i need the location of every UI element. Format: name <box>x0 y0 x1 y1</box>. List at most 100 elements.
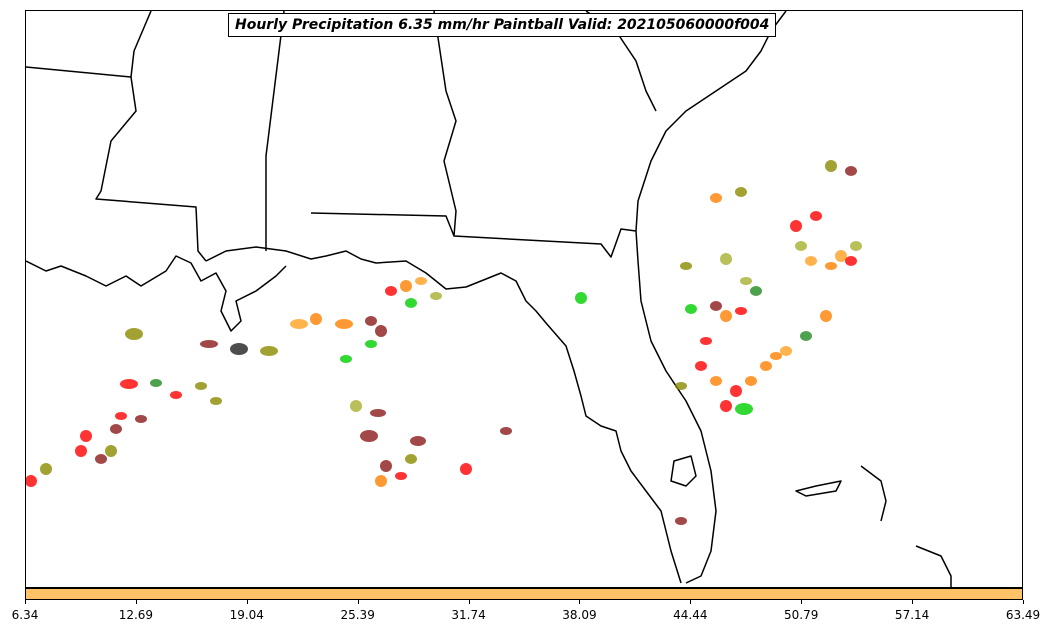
precip-blob <box>760 361 772 371</box>
precip-blob <box>350 400 362 412</box>
precip-blob <box>460 463 472 475</box>
map-frame <box>25 10 1023 588</box>
precip-blob <box>365 316 377 326</box>
colorbar-tick-label: 44.44 <box>673 608 708 622</box>
precip-blob <box>810 211 822 221</box>
precip-blob <box>230 343 248 355</box>
precip-blob <box>260 346 278 356</box>
precip-blob <box>820 310 832 322</box>
precip-blob <box>845 256 857 266</box>
precip-blob <box>135 415 147 423</box>
precip-blob <box>710 301 722 311</box>
precip-blob <box>150 379 162 387</box>
precip-blob <box>375 475 387 487</box>
colorbar-tick-label: 50.79 <box>784 608 819 622</box>
colorbar-tick-mark <box>801 600 803 604</box>
precip-blob <box>170 391 182 399</box>
colorbar-tick-label: 6.34 <box>11 608 39 622</box>
precip-blob <box>710 376 722 386</box>
precip-blob <box>735 307 747 315</box>
precip-blob <box>695 361 707 371</box>
precip-blob <box>125 328 143 340</box>
precip-blob <box>750 286 762 296</box>
precip-blob <box>805 256 817 266</box>
mississippi-river <box>130 11 152 78</box>
precip-blob <box>790 220 802 232</box>
precip-blob <box>500 427 512 435</box>
atlantic-coast <box>635 11 787 232</box>
bahamas <box>795 480 842 497</box>
precip-blob <box>340 355 352 363</box>
precip-blob <box>105 445 117 457</box>
precip-blob <box>720 310 732 322</box>
precip-blob <box>675 517 687 525</box>
precip-blob <box>430 292 442 300</box>
precip-blob <box>335 319 353 329</box>
colorbar-tick-label: 38.09 <box>562 608 597 622</box>
precip-blob <box>400 280 412 292</box>
precip-blob <box>310 313 322 325</box>
precip-blob <box>395 472 407 480</box>
precip-blob <box>675 382 687 390</box>
map-title: Hourly Precipitation 6.35 mm/hr Paintbal… <box>228 13 777 37</box>
colorbar-tick-mark <box>25 600 26 604</box>
precip-blob <box>120 379 138 389</box>
bahamas-3 <box>915 545 952 587</box>
precip-blob <box>735 403 753 415</box>
map-canvas <box>26 11 952 587</box>
precip-blob <box>26 475 37 487</box>
ms-la-border <box>26 66 207 262</box>
precip-blob <box>795 241 807 251</box>
precip-blob <box>685 304 697 314</box>
precip-blob <box>835 250 847 262</box>
florida-east-coast <box>635 230 717 584</box>
colorbar-tick-mark <box>357 600 359 604</box>
precip-blob <box>365 340 377 348</box>
precip-blob <box>575 292 587 304</box>
bahamas-2 <box>860 465 887 522</box>
colorbar-tick-mark <box>690 600 692 604</box>
colorbar-tick-label: 12.69 <box>118 608 154 622</box>
coastline-and-borders <box>26 11 952 587</box>
precip-blob <box>735 187 747 197</box>
precip-blob <box>80 430 92 442</box>
colorbar-tick-label: 57.14 <box>894 608 930 622</box>
precip-blob <box>370 409 386 417</box>
precip-blob <box>720 400 732 412</box>
precip-blob <box>770 352 782 360</box>
colorbar-tick-mark <box>579 600 581 604</box>
al-fl-border <box>310 212 637 258</box>
al-ga-border <box>433 11 457 237</box>
precip-blob <box>405 298 417 308</box>
precip-blob <box>410 436 426 446</box>
colorbar-tick-mark <box>246 600 248 604</box>
precip-blob <box>95 454 107 464</box>
precip-blob <box>800 331 812 341</box>
precip-blob <box>720 253 732 265</box>
lake-okeechobee <box>670 455 697 487</box>
colorbar <box>25 588 1023 600</box>
louisiana-coast <box>26 255 287 332</box>
precip-blob <box>850 241 862 251</box>
precip-blob <box>730 385 742 397</box>
precip-blob <box>700 337 712 345</box>
precip-blob <box>115 412 127 420</box>
precip-blob <box>825 262 837 270</box>
colorbar-tick-mark <box>135 600 137 604</box>
gulf-coast <box>205 246 682 584</box>
precip-blob <box>380 460 392 472</box>
precip-blob <box>780 346 792 356</box>
precip-blob <box>825 160 837 172</box>
precip-blob <box>195 382 207 390</box>
colorbar-tick-mark <box>1023 600 1024 604</box>
precip-blob <box>75 445 87 457</box>
precip-blob <box>385 286 397 296</box>
precip-blob <box>740 277 752 285</box>
precip-blob <box>110 424 122 434</box>
ms-al-border <box>265 11 285 251</box>
precip-blob <box>845 166 857 176</box>
precip-blob <box>405 454 417 464</box>
precipitation-paintballs <box>26 160 862 525</box>
precip-blob <box>200 340 218 348</box>
colorbar-tick-mark <box>912 600 914 604</box>
